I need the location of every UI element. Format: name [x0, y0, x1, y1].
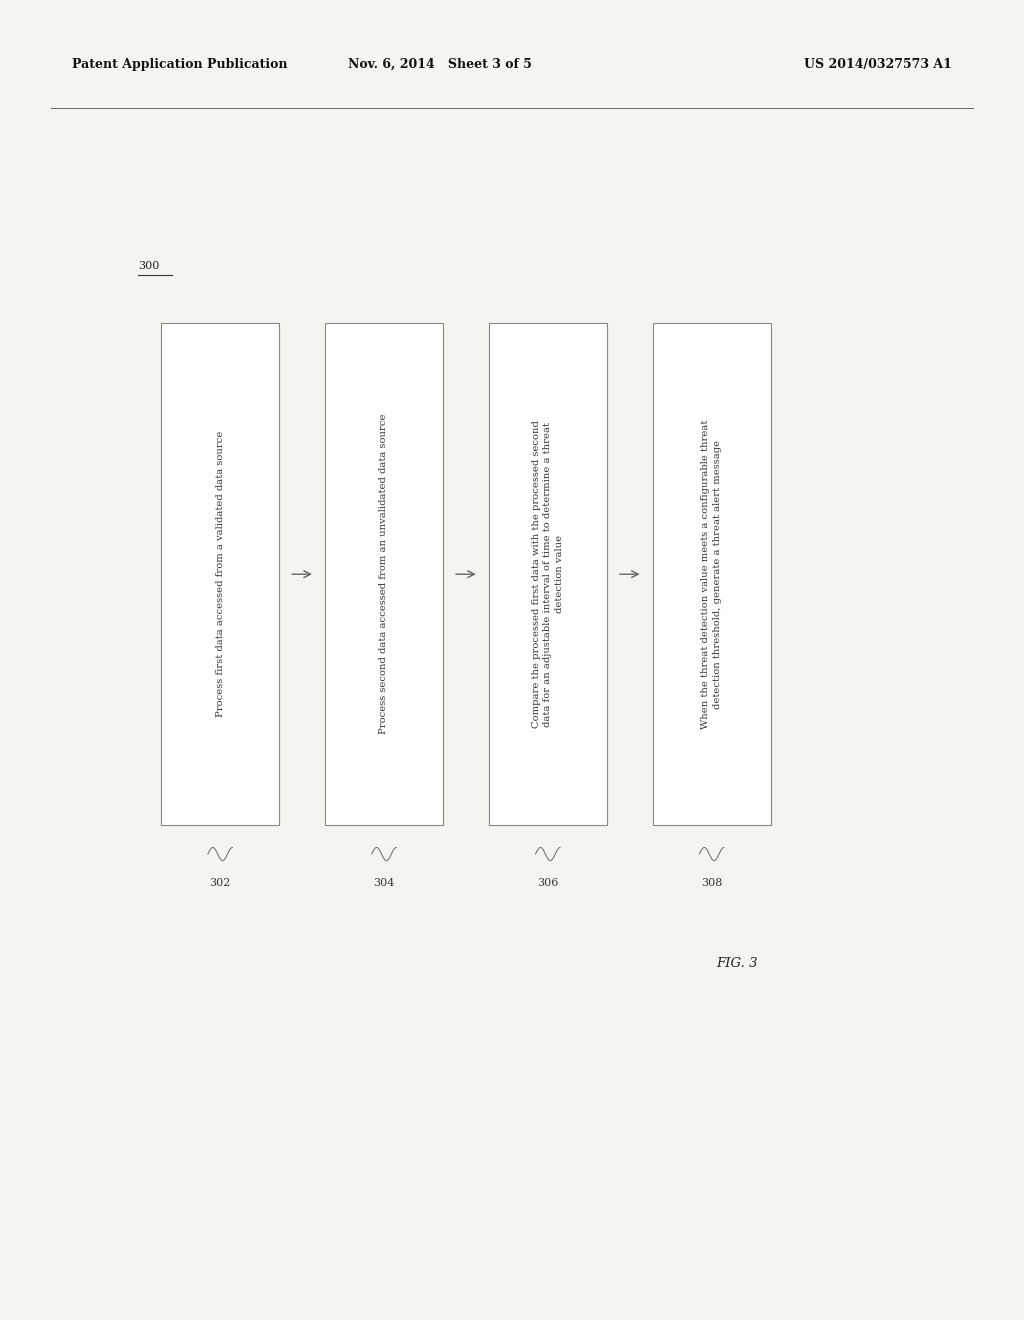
Text: 306: 306 — [538, 878, 558, 888]
Text: 300: 300 — [138, 260, 160, 271]
Bar — [162, 323, 279, 825]
Text: Compare the processed first data with the processed second
data for an adjustabl: Compare the processed first data with th… — [531, 420, 564, 729]
Bar — [489, 323, 606, 825]
Text: 304: 304 — [374, 878, 394, 888]
Text: FIG. 3: FIG. 3 — [717, 957, 758, 970]
Text: US 2014/0327573 A1: US 2014/0327573 A1 — [805, 58, 952, 71]
Bar — [326, 323, 442, 825]
Text: 308: 308 — [701, 878, 722, 888]
Text: Process second data accessed from an unvalidated data source: Process second data accessed from an unv… — [380, 414, 388, 734]
Text: Nov. 6, 2014   Sheet 3 of 5: Nov. 6, 2014 Sheet 3 of 5 — [348, 58, 532, 71]
Bar — [653, 323, 770, 825]
Text: Process first data accessed from a validated data source: Process first data accessed from a valid… — [216, 432, 224, 717]
Text: When the threat detection value meets a configurable threat
detection threshold,: When the threat detection value meets a … — [701, 420, 722, 729]
Text: 302: 302 — [210, 878, 230, 888]
Text: Patent Application Publication: Patent Application Publication — [72, 58, 287, 71]
